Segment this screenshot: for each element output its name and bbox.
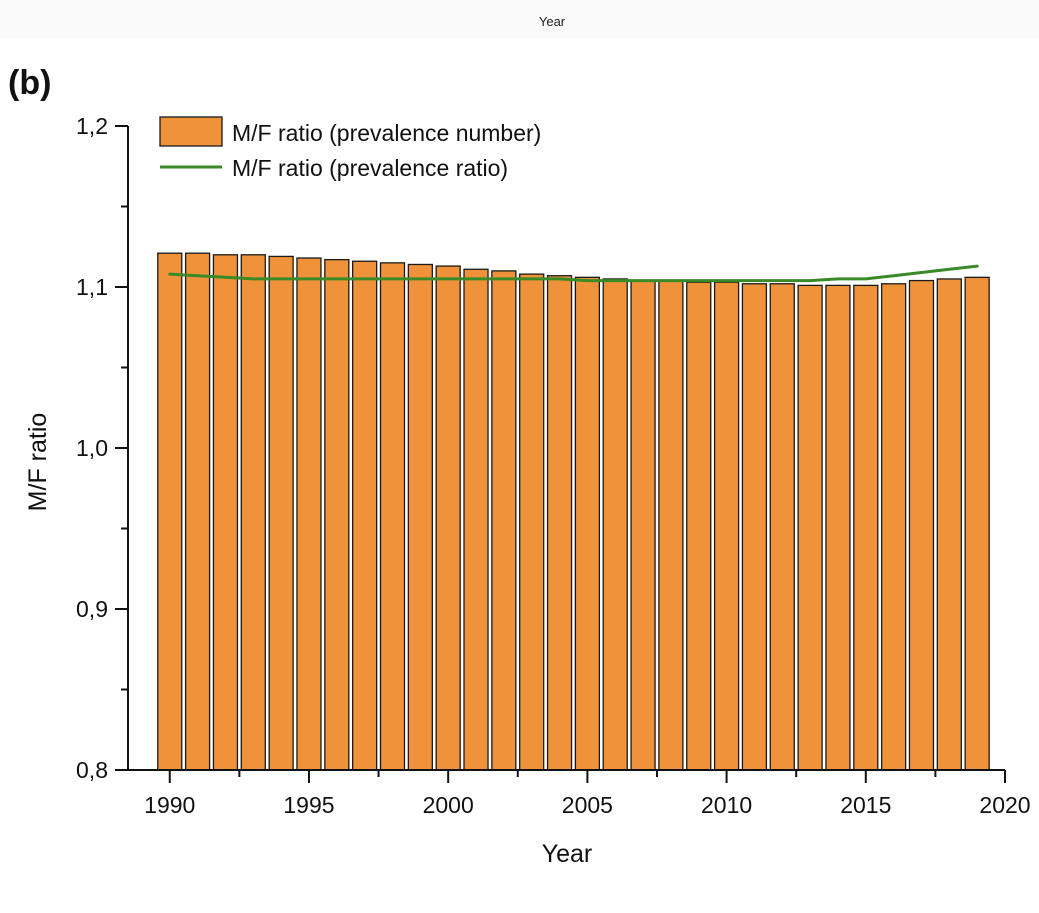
legend-bar-swatch: [159, 116, 223, 147]
bar-2016: [880, 283, 907, 771]
y-axis-title: M/F ratio: [24, 413, 52, 512]
x-tick-label: 2015: [840, 792, 891, 818]
bar-1992: [212, 254, 239, 771]
axes: 0,8 0,9 1,0 1,1 1,2 1990 1995 2000 2005 2010 2015 2…: [76, 113, 1031, 818]
line-series: [168, 264, 979, 283]
bar-2005: [574, 276, 601, 771]
bar-2003: [519, 273, 545, 771]
y-tick-label: 1,2: [76, 113, 108, 139]
bar-2008: [658, 279, 684, 771]
bar-1993: [240, 254, 266, 771]
legend-label-prevalence-number: M/F ratio (prevalence number): [232, 120, 541, 146]
y-tick-label: 1,0: [76, 435, 108, 461]
x-tick-label: 2020: [979, 792, 1030, 818]
bar-2001: [463, 268, 489, 771]
bar-series: [157, 252, 990, 771]
bar-2000: [435, 265, 461, 771]
x-axis-title: Year: [542, 840, 593, 868]
bar-1999: [407, 263, 433, 771]
bar-2009: [686, 281, 712, 771]
bar-1994: [268, 255, 294, 771]
bar-2002: [491, 270, 517, 771]
y-tick-label: 1,1: [76, 274, 108, 300]
bar-1991: [184, 252, 211, 771]
bar-2018: [936, 278, 962, 771]
y-tick-label: 0,8: [76, 757, 108, 783]
top-axis-label: Year: [538, 14, 566, 29]
bar-2007: [630, 279, 656, 771]
bar-1996: [324, 258, 350, 771]
bar-1998: [379, 262, 406, 771]
bar-2015: [853, 284, 879, 771]
bar-2012: [769, 283, 795, 771]
x-tick-label: 2010: [701, 792, 752, 818]
x-tick-label: 2000: [423, 792, 474, 818]
bar-1990: [157, 252, 183, 771]
bar-2006: [602, 278, 628, 771]
bar-2004: [546, 275, 573, 771]
panel-label: (b): [8, 64, 52, 102]
bar-1995: [296, 257, 322, 771]
x-tick-label: 1995: [283, 792, 334, 818]
top-strip: Year: [0, 0, 1039, 38]
x-tick-label: 1990: [144, 792, 195, 818]
x-tick-label: 2005: [562, 792, 613, 818]
bar-2010: [713, 281, 740, 771]
bar-1997: [352, 260, 378, 771]
legend: M/F ratio (prevalence number) M/F ratio (…: [159, 116, 541, 181]
bar-2014: [825, 284, 851, 771]
y-tick-label: 0,9: [76, 596, 108, 622]
bar-2011: [741, 283, 768, 771]
bar-2019: [964, 276, 990, 771]
legend-label-prevalence-ratio: M/F ratio (prevalence ratio): [232, 155, 508, 181]
prevalence-ratio-line: [168, 264, 979, 283]
bar-2013: [797, 284, 823, 771]
bar-2017: [908, 279, 935, 771]
